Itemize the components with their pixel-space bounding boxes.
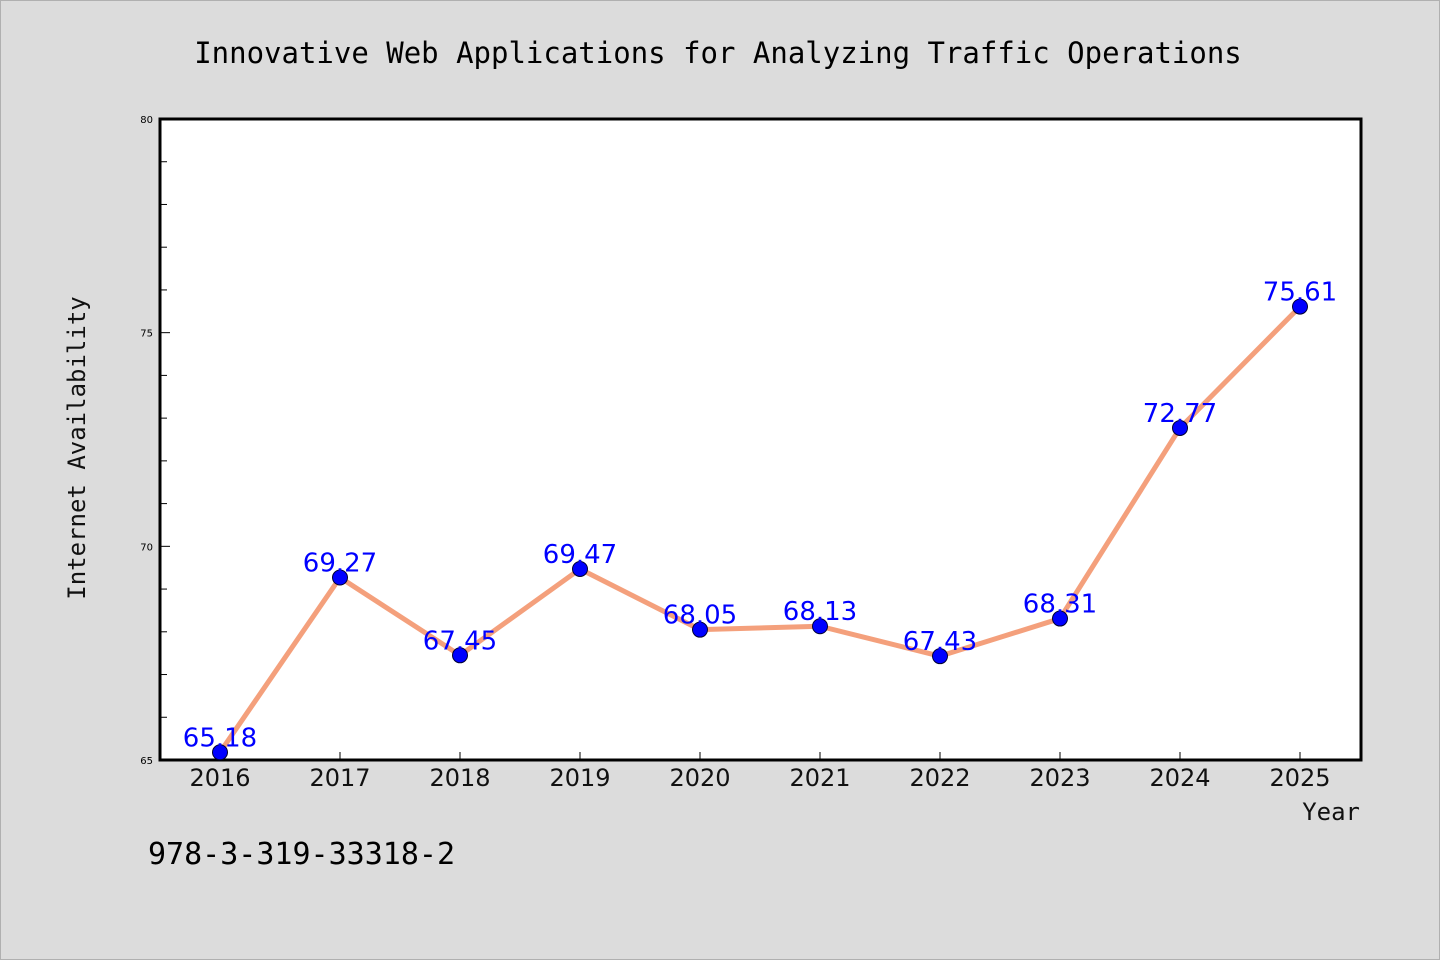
x-tick-label: 2023 xyxy=(1029,764,1090,792)
chart-title: Innovative Web Applications for Analyzin… xyxy=(194,36,1242,70)
data-label: 65.18 xyxy=(183,723,257,753)
data-point xyxy=(1172,419,1188,436)
data-point xyxy=(452,647,468,664)
data-point xyxy=(212,744,228,761)
x-tick-label: 2018 xyxy=(429,764,490,792)
y-tick-label: 70 xyxy=(140,542,153,553)
y-tick-label: 75 xyxy=(140,329,153,340)
x-tick-label: 2016 xyxy=(189,764,250,792)
data-label: 72.77 xyxy=(1143,399,1217,429)
isbn-text: 978-3-319-33318-2 xyxy=(148,837,455,872)
data-point xyxy=(572,560,588,577)
x-tick-label: 2017 xyxy=(309,764,370,792)
x-tick-label: 2021 xyxy=(789,764,850,792)
data-point xyxy=(932,648,948,665)
data-label: 69.47 xyxy=(543,540,617,570)
data-label: 68.31 xyxy=(1023,590,1097,620)
series-line xyxy=(217,304,1303,755)
data-label: 67.43 xyxy=(903,627,977,657)
data-label: 69.27 xyxy=(303,549,377,579)
x-tick-label: 2024 xyxy=(1149,764,1210,792)
data-point xyxy=(1052,610,1068,627)
data-label: 68.05 xyxy=(663,601,737,631)
data-labels: 65.18 69.27 67.45 69.47 68.05 68.13 67.43 68.31… xyxy=(183,278,1337,754)
x-axis-ticks xyxy=(219,752,1301,760)
data-point xyxy=(692,621,708,638)
data-label: 68.13 xyxy=(783,597,857,627)
y-axis-label: Internet Availability xyxy=(63,296,91,599)
x-tick-label: 2025 xyxy=(1269,764,1330,792)
y-axis-ticks xyxy=(160,118,170,761)
x-tick-label: 2019 xyxy=(549,764,610,792)
plot-area xyxy=(158,117,1363,762)
data-point xyxy=(1292,298,1308,315)
y-tick-label: 80 xyxy=(140,115,153,126)
data-label: 67.45 xyxy=(423,626,497,656)
x-tick-label: 2020 xyxy=(669,764,730,792)
series-line-group xyxy=(217,304,1303,755)
y-tick-label: 65 xyxy=(140,756,153,767)
data-point xyxy=(812,618,828,635)
x-tick-label: 2022 xyxy=(909,764,970,792)
y-axis-tick-labels: 65 70 75 80 xyxy=(140,115,153,767)
data-markers xyxy=(212,298,1308,761)
x-axis-label: Year xyxy=(1302,798,1360,826)
data-point xyxy=(332,569,348,586)
data-label: 75.61 xyxy=(1263,278,1337,308)
x-axis-tick-labels: 2016 2017 2018 2019 2020 2021 2022 2023 2024 2025 xyxy=(189,764,1330,792)
